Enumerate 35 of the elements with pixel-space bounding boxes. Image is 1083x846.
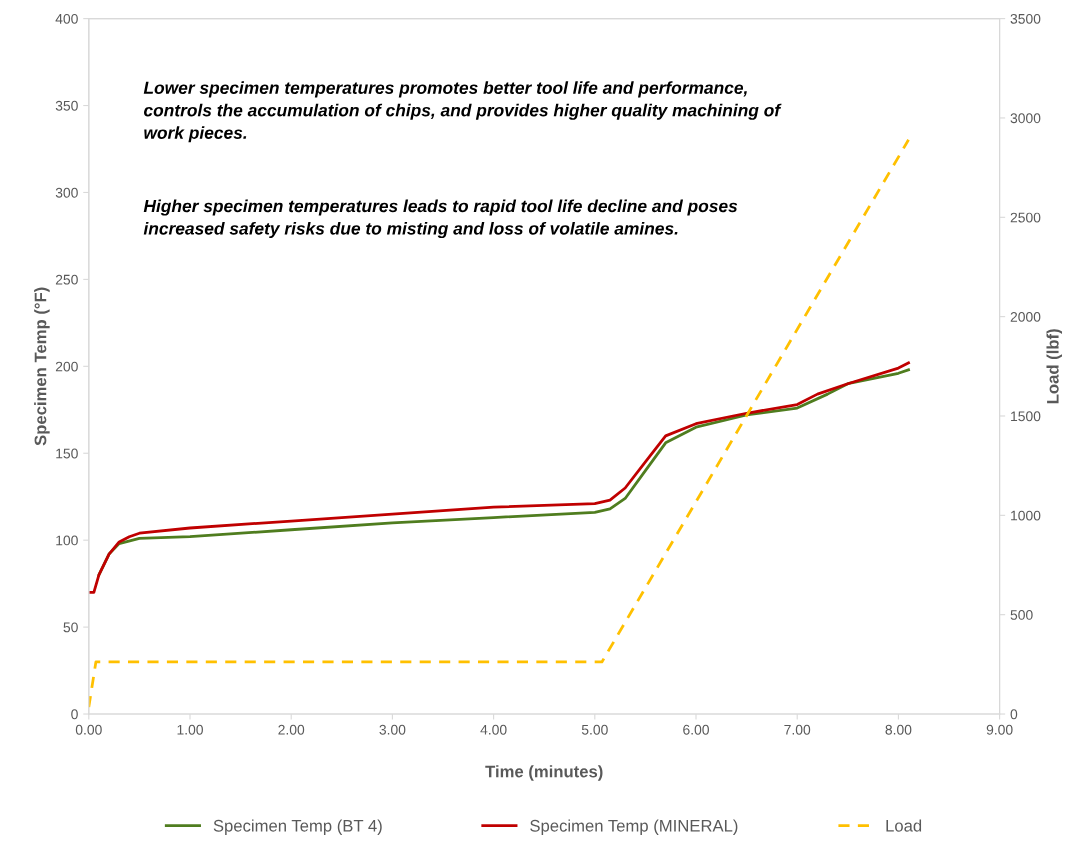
- y2-tick-label: 1500: [1011, 411, 1041, 422]
- annotation: Lower specimen temperatures promotes better tool life and performance, controls the accumulation of chips, and provides higher quality machining of work pieces.: [143, 81, 782, 143]
- x-axis-title: Time (minutes): [485, 765, 603, 781]
- y-axis-title: Specimen Temp (°F): [34, 287, 50, 446]
- y2-tick-label: 1000: [1011, 510, 1041, 521]
- y-tick-label: 350: [55, 100, 78, 111]
- y-tick-label: 200: [55, 361, 78, 372]
- x-tick-label: 7.00: [784, 724, 811, 735]
- x-tick-label: 8.00: [885, 724, 912, 735]
- x-tick-label: 1.00: [177, 724, 203, 735]
- legend-label: Load: [886, 819, 922, 832]
- y2-tick-label: 500: [1010, 610, 1033, 620]
- y-tick-label: 150: [56, 448, 78, 459]
- x-tick-label: 3.00: [379, 724, 406, 735]
- legend-label: Specimen Temp (BT 4): [213, 819, 382, 835]
- x-tick-label: 2.00: [278, 724, 305, 735]
- y-tick-label: 100: [56, 535, 78, 546]
- y2-tick-label: 2500: [1010, 212, 1041, 223]
- x-tick-label: 4.00: [480, 724, 507, 735]
- y2-axis-title: Load (lbf): [1046, 329, 1063, 404]
- y2-tick-label: 2000: [1010, 311, 1041, 322]
- x-tick-label: 6.00: [683, 724, 709, 735]
- y-tick-label: 300: [55, 187, 78, 198]
- y2-tick-label: 3500: [1010, 13, 1041, 24]
- x-tick-label: 9.00: [986, 724, 1013, 735]
- y2-tick-label: 3000: [1010, 113, 1041, 124]
- y-tick-label: 50: [63, 622, 78, 633]
- y-tick-label: 0: [71, 709, 78, 720]
- y2-tick-label: 0: [1010, 709, 1018, 720]
- annotation: Higher specimen temperatures leads to rapid tool life decline and poses increased safety risks due to misting and loss of volatile amines.: [143, 199, 738, 239]
- legend-label: Specimen Temp (MINERAL): [530, 819, 738, 835]
- y-tick-label: 400: [55, 13, 78, 24]
- x-tick-label: 0.00: [75, 724, 102, 735]
- y-tick-label: 250: [55, 274, 78, 285]
- x-tick-label: 5.00: [581, 724, 608, 735]
